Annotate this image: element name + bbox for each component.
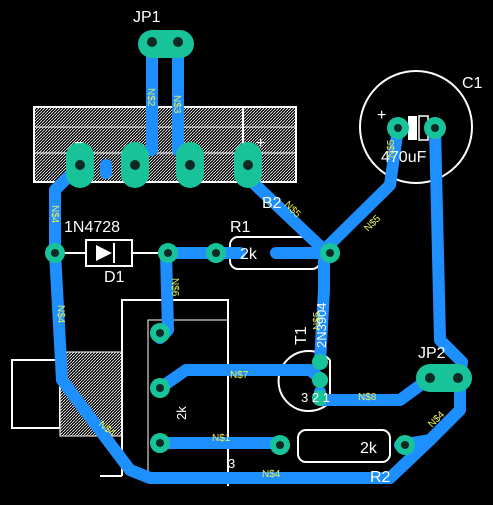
pads (45, 30, 472, 455)
t1-part: 2N3904 (314, 302, 329, 348)
c1-plus: + (377, 107, 386, 124)
net-label-n5a: N$5 (386, 139, 397, 158)
capacitor-c1-outline (359, 70, 473, 184)
d1-part: 1N4728 (64, 219, 120, 236)
block-minus: − (74, 135, 83, 152)
net-label-n2: N$2 (145, 88, 156, 107)
block-plus: + (256, 135, 265, 152)
b2-label: B2 (262, 195, 282, 212)
pot-label: 2k (174, 406, 189, 420)
resistor-r2-outline (297, 429, 391, 463)
r1-label: R1 (230, 219, 251, 236)
c1-label: C1 (462, 75, 483, 92)
t1-label: T1 (293, 326, 310, 345)
jp2-label: JP2 (418, 345, 446, 362)
net-label-n1: N$1 (212, 433, 231, 444)
t1-pins: 3 2 1 (301, 390, 330, 405)
net-label-n4b: N$4 (55, 305, 66, 324)
r2-label: R2 (370, 469, 391, 486)
net-label-n7: N$7 (230, 370, 249, 381)
net-label-n8: N$8 (358, 392, 377, 403)
net-label-n4a: N$4 (49, 205, 60, 224)
net-label-n3: N$3 (171, 95, 182, 114)
diode-d1-outline (62, 239, 158, 267)
c1-value: 470uF (381, 149, 427, 166)
net-label-n6: N$6 (169, 278, 180, 297)
jp1-label: JP1 (133, 9, 161, 26)
d1-label: D1 (104, 269, 125, 286)
pot-pin3: 3 (228, 456, 235, 471)
net-label-n4d: N$4 (262, 469, 281, 480)
r2-value: 2k (360, 440, 378, 457)
net-label-n5d: N$5 (312, 311, 323, 330)
r1-value: 2k (240, 246, 258, 263)
